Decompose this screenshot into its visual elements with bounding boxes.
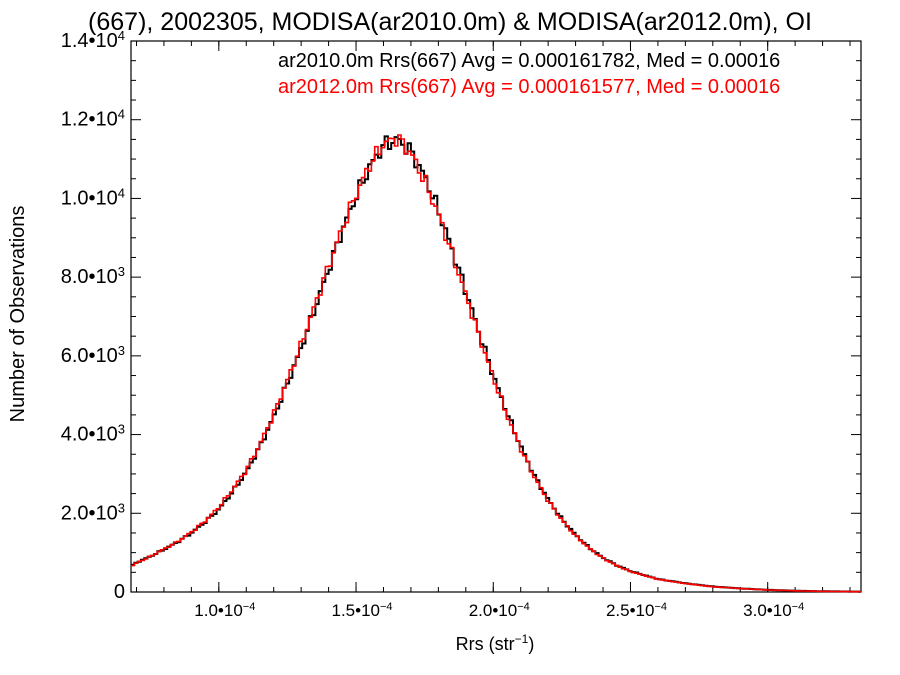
y-tick-label: 8.0•103: [61, 264, 125, 289]
x-axis-label: Rrs (str−1): [456, 632, 535, 654]
x-tick-label: 3.0•10−4: [743, 601, 804, 620]
y-tick-label: 4.0•103: [61, 421, 125, 446]
y-tick-label: 1.4•104: [61, 28, 125, 53]
x-tick-label: 2.5•10−4: [606, 601, 667, 620]
y-tick-label: 1.0•104: [61, 185, 125, 210]
y-tick-label: 1.2•104: [61, 106, 125, 131]
series-layer: [131, 134, 861, 593]
x-tick-label: 1.0•10−4: [194, 601, 255, 620]
y-axis-label: Number of Observations: [7, 206, 29, 423]
plot-border: [130, 40, 862, 593]
y-tick-label: 0: [114, 581, 125, 603]
x-tick-label: 2.0•10−4: [469, 601, 530, 620]
series-line-ar2012: [131, 134, 861, 593]
y-tick-label: 6.0•103: [61, 342, 125, 367]
legend-entry-ar2012: ar2012.0m Rrs(667) Avg = 0.000161577, Me…: [278, 76, 780, 98]
plot-frame: [130, 40, 862, 593]
y-tick-label: 2.0•103: [61, 500, 125, 525]
chart-title: (667), 2002305, MODISA(ar2010.0m) & MODI…: [88, 8, 812, 36]
y-axis-ticks: 0 2.0•103 4.0•103 6.0•103 8.0•103 1.0•104 1.2•…: [61, 28, 861, 603]
series-line-ar2010: [131, 135, 861, 593]
legend-entry-ar2010: ar2010.0m Rrs(667) Avg = 0.000161782, Me…: [278, 50, 780, 72]
x-axis-ticks: 1.0•10−4 1.5•10−4 2.0•10−4 2.5•10−4 3.0•10−4: [135, 41, 851, 620]
x-tick-label: 1.5•10−4: [332, 601, 393, 620]
